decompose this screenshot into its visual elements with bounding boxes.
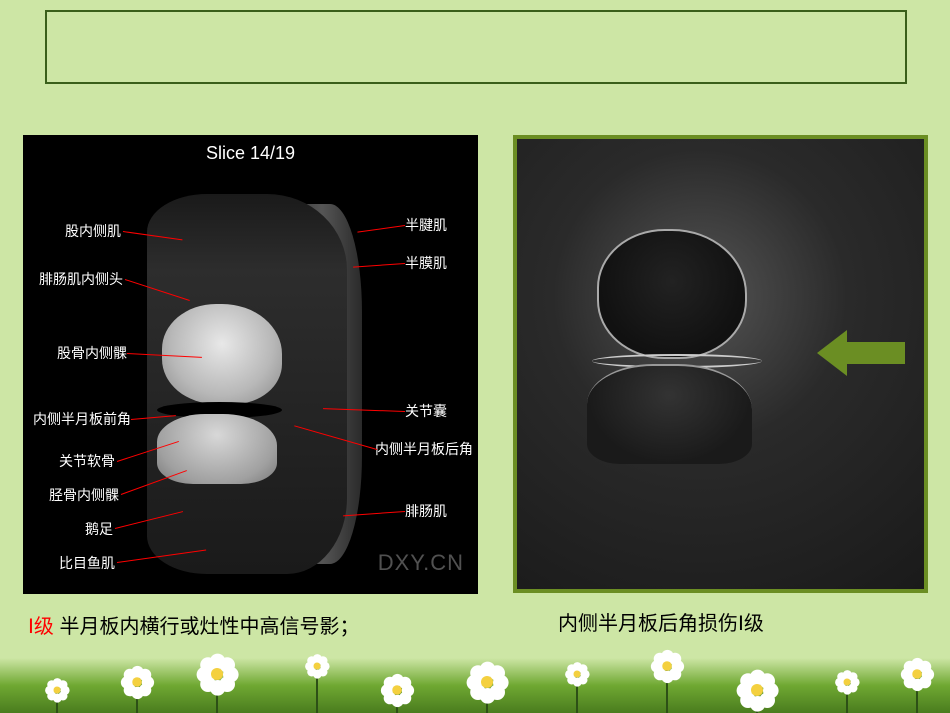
slice-title: Slice 14/19 (27, 139, 474, 164)
femur-shape (162, 304, 282, 404)
flower-icon (305, 654, 329, 678)
anatomy-label: 鹅足 (85, 522, 113, 536)
title-box (45, 10, 907, 84)
femur-right (597, 229, 747, 359)
flower-icon (901, 658, 933, 690)
arrow-shaft (845, 342, 905, 364)
anatomy-label: 关节软骨 (59, 454, 115, 468)
flower-icon (45, 678, 69, 702)
anatomy-label: 关节囊 (405, 404, 447, 418)
label-leader-line (357, 225, 405, 233)
anatomy-label: 半膜肌 (405, 256, 447, 270)
right-mri-panel (513, 135, 928, 593)
arrow-head (817, 330, 847, 376)
caption-right: 内侧半月板后角损伤Ⅰ级 (558, 610, 808, 638)
anatomy-label: 股内侧肌 (65, 224, 121, 238)
flower-icon (197, 654, 238, 695)
anatomy-label: 比目鱼肌 (59, 556, 115, 570)
flower-icon (737, 670, 778, 711)
anatomy-label: 腓肠肌 (405, 504, 447, 518)
flower-icon (467, 662, 508, 703)
caption-left-red: Ⅰ级 (28, 616, 54, 638)
flower-icon (381, 674, 413, 706)
watermark: DXY.CN (378, 550, 464, 576)
right-mri-body (517, 139, 924, 589)
anatomy-label: 内侧半月板前角 (33, 412, 131, 426)
anatomy-label: 股骨内侧髁 (57, 346, 127, 360)
label-leader-line (353, 263, 405, 268)
flower-icon (651, 650, 683, 682)
flower-icon (121, 666, 153, 698)
anatomy-label: 内侧半月板后角 (375, 442, 473, 456)
caption-left: Ⅰ级 半月板内横行或灶性中高信号影； (28, 610, 359, 639)
anatomy-label: 腓肠肌内侧头 (39, 272, 123, 286)
left-mri-panel: Slice 14/19 DXY.CN 股内侧肌腓肠肌内侧头股骨内侧髁内侧半月板前… (23, 135, 478, 594)
anatomy-label: 胫骨内侧髁 (49, 488, 119, 502)
flower-icon (565, 662, 589, 686)
left-mri-body: DXY.CN 股内侧肌腓肠肌内侧头股骨内侧髁内侧半月板前角关节软骨胫骨内侧髁鹅足… (27, 164, 474, 584)
anatomy-label: 半腱肌 (405, 218, 447, 232)
flower-icon (835, 670, 859, 694)
tibia-right (587, 364, 752, 464)
caption-left-black: 半月板内横行或灶性中高信号影； (54, 616, 360, 638)
